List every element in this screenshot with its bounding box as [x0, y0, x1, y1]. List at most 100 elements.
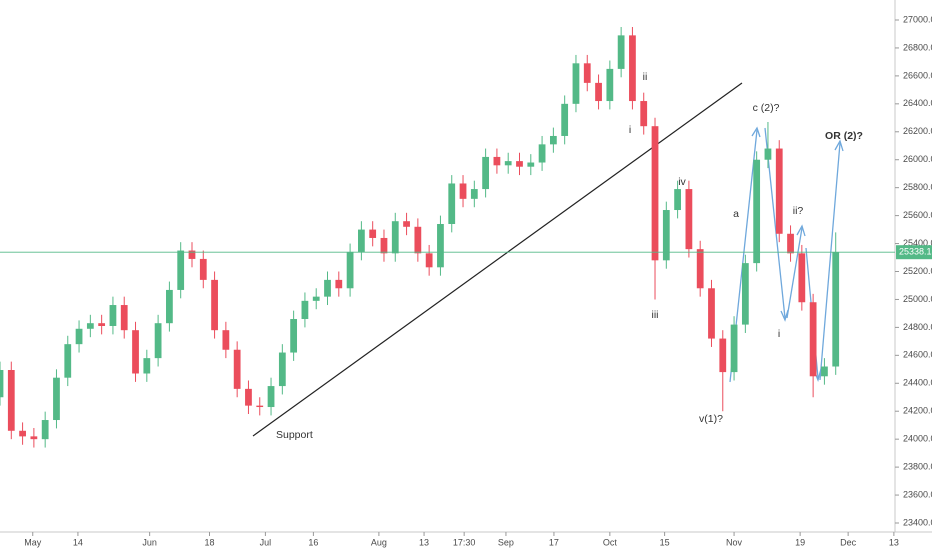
- y-tick-label: 26600.00: [903, 70, 932, 80]
- candle-body: [301, 300, 309, 320]
- candle-body: [561, 103, 569, 136]
- annotation: i: [778, 328, 780, 340]
- candle-body: [662, 210, 670, 261]
- candle-body: [730, 324, 738, 373]
- candle: [821, 358, 828, 385]
- candle: [143, 349, 151, 382]
- y-tick-label: 23400.00: [903, 517, 932, 527]
- candle-body: [414, 226, 422, 254]
- candle-body: [358, 229, 365, 252]
- candle-body: [606, 68, 614, 102]
- candle: [75, 320, 83, 353]
- last-price-box: [896, 245, 932, 260]
- candle-body: [335, 279, 343, 289]
- candle: [278, 344, 286, 395]
- candle: [41, 411, 49, 448]
- candle: [741, 254, 749, 333]
- candle: [245, 380, 252, 415]
- annotations: ii i iii iv v(1)? a b c (2)? ii? i OR (2…: [276, 71, 863, 441]
- x-tick-label: Jun: [142, 537, 157, 547]
- x-tick-label: 13: [419, 537, 429, 547]
- y-tick-label: 26200.00: [903, 126, 932, 136]
- candle: [730, 316, 738, 381]
- candle-body: [19, 430, 26, 437]
- candle-body: [233, 349, 241, 389]
- candle: [685, 180, 693, 258]
- x-tick-label: 13: [889, 537, 899, 547]
- candle-body: [369, 229, 377, 238]
- y-tick-label: 25800.00: [903, 182, 932, 192]
- candle: [233, 341, 241, 398]
- annotation: c (2)?: [753, 102, 780, 114]
- candle: [86, 314, 94, 338]
- candle-body: [470, 189, 478, 199]
- candle-body: [64, 344, 72, 378]
- candle: [290, 310, 298, 361]
- candle-body: [222, 330, 230, 350]
- x-tick-label: 14: [73, 537, 83, 547]
- wave-arrows: [729, 126, 844, 383]
- candle: [595, 74, 602, 110]
- candle-body: [256, 405, 264, 408]
- candle-body: [177, 250, 185, 290]
- annotation: v(1)?: [699, 413, 723, 425]
- candle: [798, 244, 806, 311]
- candle-body: [132, 330, 139, 374]
- annotation: a: [733, 208, 739, 220]
- candle: [166, 281, 173, 332]
- candle: [154, 314, 162, 367]
- candle-body: [741, 263, 749, 325]
- candle-body: [516, 161, 523, 167]
- candle: [346, 243, 354, 297]
- candle: [448, 175, 456, 233]
- candle: [380, 229, 388, 262]
- candle: [199, 250, 207, 289]
- candle: [98, 314, 106, 335]
- candle-body: [674, 189, 681, 211]
- candle: [482, 148, 490, 198]
- candle: [53, 369, 60, 429]
- candle: [651, 117, 659, 300]
- y-tick-label: 24600.00: [903, 350, 932, 360]
- candle: [662, 201, 670, 269]
- candle-body: [629, 35, 636, 102]
- candle-body: [312, 296, 320, 301]
- candle-body: [188, 250, 196, 259]
- x-tick-label: 16: [308, 537, 318, 547]
- candle: [7, 361, 15, 440]
- y-tick-label: 24000.00: [903, 434, 932, 444]
- candle: [606, 60, 614, 110]
- candle-body: [120, 305, 128, 331]
- candle-body: [324, 279, 331, 297]
- candle-body: [143, 358, 151, 374]
- candle-body: [583, 63, 591, 83]
- y-tick-label: 25600.00: [903, 210, 932, 220]
- candle: [617, 26, 625, 78]
- annotation: OR (2)?: [825, 130, 863, 142]
- candle-body: [278, 352, 286, 387]
- candle: [516, 152, 523, 176]
- candle-body: [448, 183, 456, 224]
- candle-body: [53, 377, 60, 421]
- x-tick-label: Sep: [498, 537, 514, 547]
- candle: [719, 330, 727, 412]
- candle-body: [109, 305, 117, 326]
- candle: [561, 95, 569, 145]
- support-line: [252, 82, 743, 437]
- candle-body: [459, 183, 467, 199]
- x-tick-label: Oct: [603, 537, 618, 547]
- candle-body: [199, 258, 207, 280]
- candle: [177, 242, 185, 299]
- candle-body: [493, 156, 501, 166]
- candle-body: [787, 233, 794, 254]
- candle: [640, 92, 648, 135]
- y-tick-label: 24800.00: [903, 322, 932, 332]
- y-tick-label: 23800.00: [903, 461, 932, 471]
- y-tick-label: 24400.00: [903, 378, 932, 388]
- candle-body: [391, 221, 399, 254]
- candle-body: [30, 436, 38, 440]
- candle-body: [617, 35, 625, 69]
- candle: [572, 54, 580, 113]
- candle-body: [821, 366, 828, 377]
